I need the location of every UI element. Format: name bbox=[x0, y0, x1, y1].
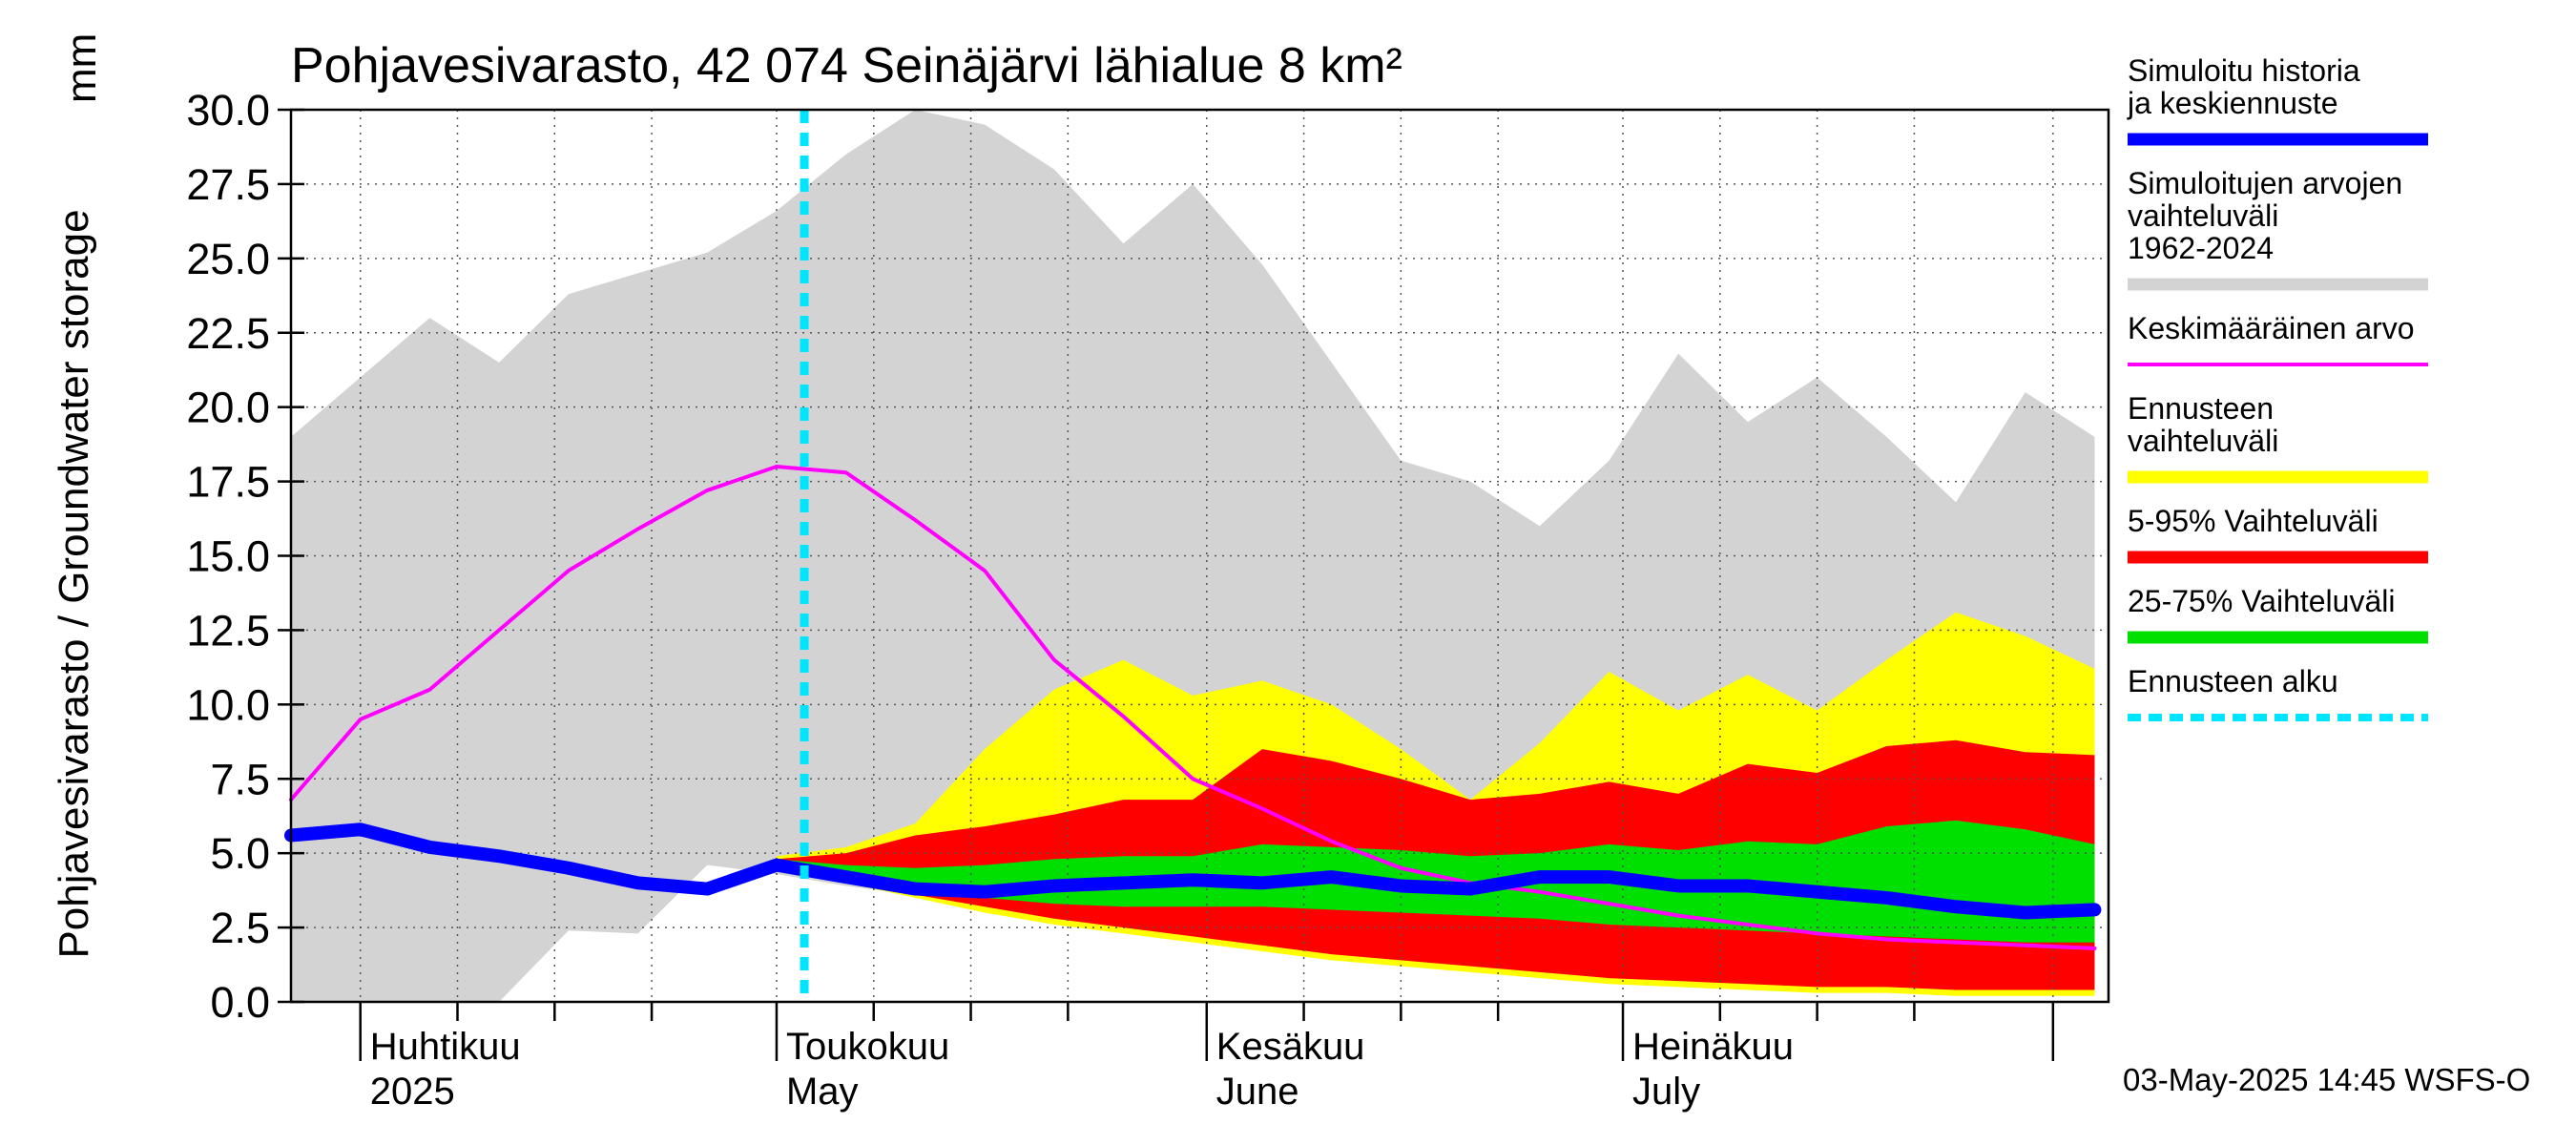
legend-label: vaihteluväli bbox=[2128, 424, 2278, 458]
y-tick-label: 7.5 bbox=[210, 755, 270, 803]
y-tick-label: 2.5 bbox=[210, 904, 270, 952]
month-label-en: 2025 bbox=[370, 1071, 455, 1113]
chart-title: Pohjavesivarasto, 42 074 Seinäjärvi lähi… bbox=[291, 38, 1402, 94]
y-tick-label: 20.0 bbox=[186, 384, 270, 432]
y-axis-label: Pohjavesivarasto / Groundwater storage bbox=[51, 209, 97, 958]
month-label-en: July bbox=[1632, 1071, 1700, 1113]
y-tick-label: 17.5 bbox=[186, 458, 270, 507]
unit-label: mm bbox=[58, 33, 105, 103]
month-label-fi: Toukokuu bbox=[786, 1026, 949, 1068]
legend-label: vaihteluväli bbox=[2128, 198, 2278, 233]
timestamp-footer: 03-May-2025 14:45 WSFS-O bbox=[2123, 1062, 2530, 1097]
month-label-fi: Heinäkuu bbox=[1632, 1026, 1794, 1068]
y-tick-label: 30.0 bbox=[186, 86, 270, 135]
legend-label: Ennusteen bbox=[2128, 391, 2274, 426]
y-tick-label: 25.0 bbox=[186, 235, 270, 283]
month-label-fi: Huhtikuu bbox=[370, 1026, 521, 1068]
y-tick-label: 27.5 bbox=[186, 160, 270, 209]
legend-label: 1962-2024 bbox=[2128, 231, 2274, 265]
month-label-en: May bbox=[786, 1071, 859, 1113]
y-tick-label: 0.0 bbox=[210, 978, 270, 1027]
legend-label: 5-95% Vaihteluväli bbox=[2128, 504, 2379, 538]
legend-label: Ennusteen alku bbox=[2128, 664, 2338, 698]
line-mean-value bbox=[289, 465, 2097, 950]
legend-label: Keskimääräinen arvo bbox=[2128, 311, 2415, 345]
legend-label: Simuloitu historia bbox=[2128, 53, 2360, 88]
legend-label: Simuloitujen arvojen bbox=[2128, 166, 2402, 200]
legend-label: ja keskiennuste bbox=[2127, 86, 2338, 120]
y-tick-label: 5.0 bbox=[210, 829, 270, 878]
plot-area bbox=[284, 109, 2109, 1003]
y-tick-label: 12.5 bbox=[186, 606, 270, 655]
axes: 0.0 2.5 5.0 7.5 10.0 12.5 15.0 17.5 20.0 22.5 25.0… bbox=[186, 86, 2110, 1113]
y-tick-label: 22.5 bbox=[186, 309, 270, 358]
month-label-en: June bbox=[1216, 1071, 1299, 1113]
legend-label: 25-75% Vaihteluväli bbox=[2128, 584, 2395, 618]
y-tick-label: 10.0 bbox=[186, 680, 270, 729]
y-tick-label: 15.0 bbox=[186, 532, 270, 581]
month-label-fi: Kesäkuu bbox=[1216, 1026, 1365, 1068]
line-median-forecast bbox=[284, 822, 2102, 920]
